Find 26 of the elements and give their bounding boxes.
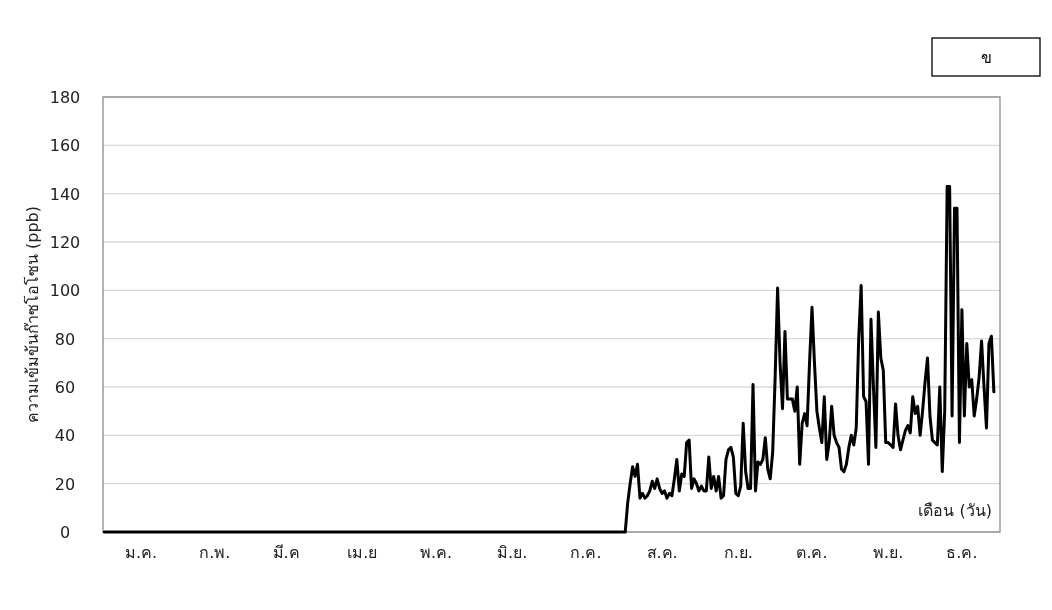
y-axis-title: ความเข้มข้นก๊าซโอโซน (ppb) [23, 205, 42, 424]
y-tick-label: 180 [49, 88, 81, 107]
y-tick-label: 140 [49, 184, 81, 204]
y-tick-label: 100 [49, 281, 81, 301]
x-tick-label: มี.ค [272, 543, 300, 562]
y-tick-label: 20 [54, 474, 76, 494]
x-tick-label: ธ.ค. [946, 543, 978, 562]
x-tick-label: พ.ย. [873, 543, 904, 562]
x-tick-label: ก.ย. [723, 543, 753, 562]
y-tick-label: 0 [59, 523, 71, 542]
y-tick-label: 40 [54, 426, 76, 446]
y-tick-label: 120 [49, 233, 81, 252]
x-tick-label: ม.ค. [125, 543, 158, 562]
x-axis-title: เดือน (วัน) [918, 501, 992, 520]
x-tick-label: พ.ค. [419, 543, 453, 562]
x-tick-label: ต.ค. [796, 543, 828, 562]
x-tick-label: ก.พ. [199, 543, 231, 562]
y-tick-label: 60 [54, 378, 76, 397]
y-tick-label: 160 [49, 136, 81, 156]
y-tick-label: 80 [54, 329, 76, 349]
x-tick-label: มิ.ย. [497, 543, 528, 562]
text: ข [980, 48, 992, 67]
x-tick-label: ก.ค. [570, 543, 602, 562]
line-series [102, 184, 996, 534]
x-tick-label: เม.ย [347, 543, 378, 562]
x-tick-label: ส.ค. [646, 543, 678, 562]
